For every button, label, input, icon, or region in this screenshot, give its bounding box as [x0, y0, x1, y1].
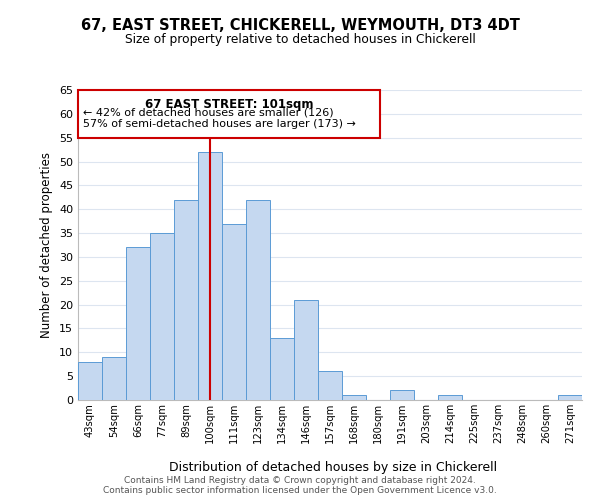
Text: 57% of semi-detached houses are larger (173) →: 57% of semi-detached houses are larger (…	[83, 120, 356, 130]
Bar	[270, 338, 294, 400]
Text: 67, EAST STREET, CHICKERELL, WEYMOUTH, DT3 4DT: 67, EAST STREET, CHICKERELL, WEYMOUTH, D…	[80, 18, 520, 32]
Bar	[174, 200, 198, 400]
Bar	[558, 395, 582, 400]
Text: Contains HM Land Registry data © Crown copyright and database right 2024.: Contains HM Land Registry data © Crown c…	[124, 476, 476, 485]
Y-axis label: Number of detached properties: Number of detached properties	[40, 152, 53, 338]
Bar	[150, 233, 174, 400]
Bar	[126, 248, 150, 400]
Text: Contains public sector information licensed under the Open Government Licence v3: Contains public sector information licen…	[103, 486, 497, 495]
Bar	[102, 357, 126, 400]
Bar	[246, 200, 270, 400]
Bar	[78, 362, 102, 400]
Bar	[294, 300, 318, 400]
Text: 67 EAST STREET: 101sqm: 67 EAST STREET: 101sqm	[145, 98, 313, 110]
FancyBboxPatch shape	[78, 90, 380, 138]
Bar	[318, 372, 342, 400]
Bar	[198, 152, 222, 400]
Bar	[342, 395, 366, 400]
Bar	[222, 224, 246, 400]
Bar	[438, 395, 462, 400]
Text: Size of property relative to detached houses in Chickerell: Size of property relative to detached ho…	[125, 32, 475, 46]
Bar	[390, 390, 414, 400]
Text: Distribution of detached houses by size in Chickerell: Distribution of detached houses by size …	[169, 461, 497, 474]
Text: ← 42% of detached houses are smaller (126): ← 42% of detached houses are smaller (12…	[83, 107, 334, 117]
